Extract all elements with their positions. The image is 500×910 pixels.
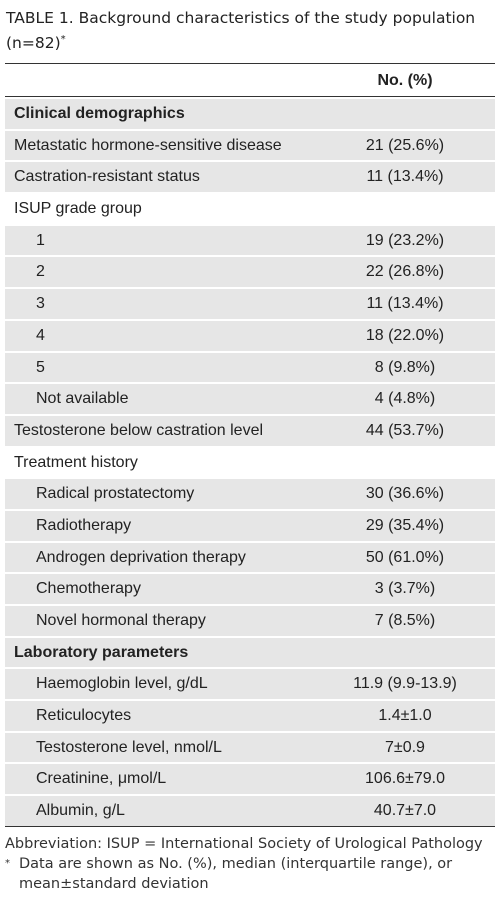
note-text: Data are shown as No. (%), median (inter… (19, 856, 453, 892)
table-row: Radiotherapy 29 (35.4%) (5, 508, 495, 541)
row-label: Novel hormonal therapy (36, 612, 206, 629)
table-row: ISUP grade group (5, 192, 495, 224)
row-value: 22 (26.8%) (365, 263, 445, 281)
row-label: Reticulocytes (36, 707, 132, 725)
row-value: 8 (9.8%) (374, 358, 436, 376)
table-row: 3 11 (13.4%) (5, 287, 495, 319)
row-label: Creatinine, μmol/L (36, 770, 167, 788)
note-mark: * (5, 858, 10, 869)
row-label: 3 (36, 295, 45, 313)
table-row: 1 19 (23.2%) (5, 223, 495, 256)
table-row: Albumin, g/L 40.7±7.0 (5, 794, 495, 826)
table: No. (%) Clinical demographics Metastatic … (5, 63, 495, 827)
table-row: Radical prostatectomy 30 (36.6%) (5, 477, 495, 509)
row-label: 5 (36, 358, 45, 376)
table-title: TABLE 1. Background characteristics of t… (6, 7, 494, 54)
title-text: Background characteristics of the study … (6, 9, 476, 53)
header-cell: No. (%) (377, 72, 433, 89)
row-label: Clinical demographics (14, 105, 185, 122)
row-value: 7±0.9 (385, 738, 425, 756)
row-value: 40.7±7.0 (373, 802, 437, 820)
row-value: 19 (23.2%) (365, 231, 445, 249)
title-mark: * (60, 34, 66, 45)
row-value: 11.9 (9.9-13.9) (353, 675, 457, 693)
title-label: TABLE 1. (6, 9, 74, 27)
row-label: Haemoglobin level, g/dL (36, 675, 208, 693)
row-value: 7 (8.5%) (374, 612, 436, 629)
row-label: Radiotherapy (36, 516, 132, 534)
table-row: Haemoglobin level, g/dL 11.9 (9.9-13.9) (5, 667, 495, 700)
abbreviation: Abbreviation: ISUP = International Socie… (5, 836, 483, 852)
table-row: Clinical demographics (5, 97, 495, 129)
row-label: Not available (36, 390, 129, 408)
table-row: Creatinine, μmol/L 106.6±79.0 (5, 762, 495, 795)
row-label: Treatment history (14, 453, 138, 471)
row-label: Laboratory parameters (14, 643, 189, 661)
footnotes: Abbreviation: ISUP = International Socie… (5, 834, 497, 894)
row-value: 106.6±79.0 (365, 770, 445, 788)
table-row: 5 8 (9.8%) (5, 350, 495, 383)
row-label: Testosterone level, nmol/L (36, 738, 222, 756)
table-row: Metastatic hormone-sensitive disease 21 (… (5, 128, 495, 161)
note: * Data are shown as No. (%), median (inte… (5, 854, 497, 894)
table-row: Not available 4 (4.8%) (5, 382, 495, 414)
row-value: 1.4±1.0 (378, 707, 432, 725)
row-value: 11 (13.4%) (366, 295, 444, 313)
row-label: Albumin, g/L (36, 802, 125, 820)
row-value: 11 (13.4%) (366, 168, 444, 186)
table-row: Chemotherapy 3 (3.7%) (5, 572, 495, 604)
table-row: Testosterone level, nmol/L 7±0.9 (5, 730, 495, 763)
row-value: 30 (36.6%) (365, 485, 445, 503)
row-value: 3 (3.7%) (374, 580, 436, 598)
row-label: Androgen deprivation therapy (36, 548, 246, 566)
table-row: Novel hormonal therapy 7 (8.5%) (5, 604, 495, 636)
row-label: 1 (36, 231, 45, 249)
row-label: Chemotherapy (36, 580, 141, 598)
row-label: ISUP grade group (14, 200, 142, 218)
row-label: 4 (36, 326, 45, 344)
table-row: Castration-resistant status 11 (13.4%) (5, 160, 495, 193)
table-row: 2 22 (26.8%) (5, 255, 495, 288)
table-row: 4 18 (22.0%) (5, 318, 495, 351)
row-label: Castration-resistant status (14, 168, 200, 186)
table-row: Treatment history (5, 445, 495, 478)
row-label: Radical prostatectomy (36, 485, 195, 503)
row-label: Metastatic hormone-sensitive disease (14, 136, 282, 154)
row-label: 2 (36, 263, 45, 281)
row-value: 21 (25.6%) (365, 136, 445, 154)
row-value: 44 (53.7%) (365, 421, 445, 439)
row-value: 18 (22.0%) (365, 326, 445, 344)
row-value: 50 (61.0%) (365, 548, 445, 566)
table-row: Laboratory parameters (5, 635, 495, 668)
table-row: Reticulocytes 1.4±1.0 (5, 699, 495, 731)
row-label: Testosterone below castration level (14, 421, 264, 439)
row-value: 4 (4.8%) (374, 390, 436, 408)
row-value: 29 (35.4%) (365, 516, 445, 534)
table-row: Testosterone below castration level 44 (5… (5, 413, 495, 446)
table-row: Androgen deprivation therapy 50 (61.0%) (5, 540, 495, 573)
header-row: No. (%) (5, 64, 495, 97)
